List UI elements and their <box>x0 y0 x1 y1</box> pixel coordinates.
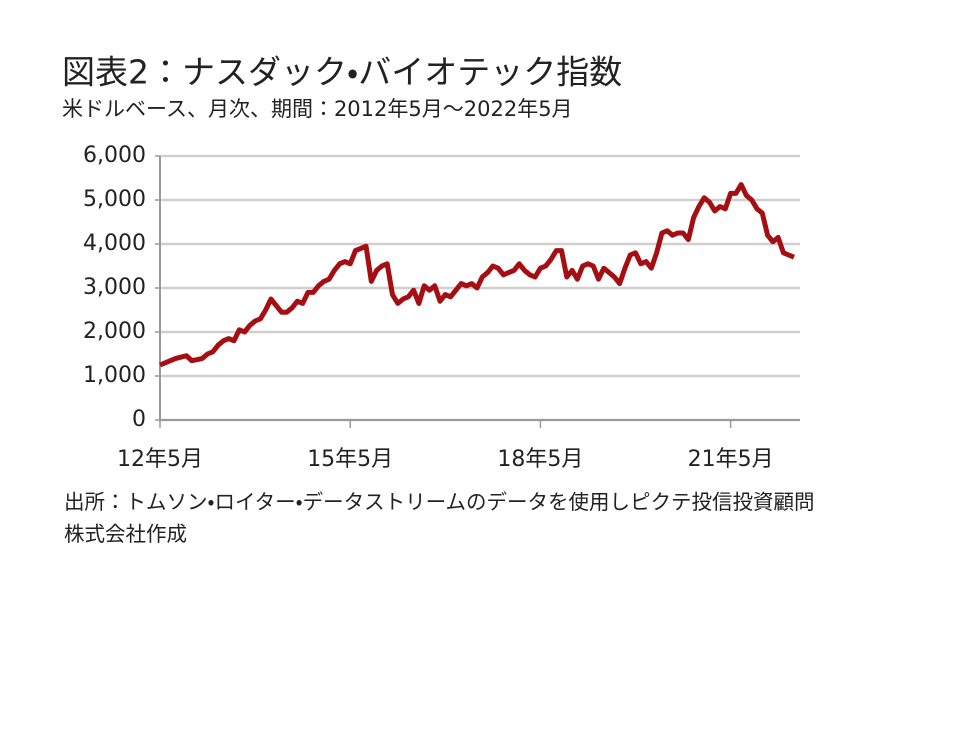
x-tick-label: 18年5月 <box>497 447 583 472</box>
y-tick-label: 3,000 <box>83 275 146 300</box>
x-tick-label: 15年5月 <box>307 447 393 472</box>
y-tick-label: 0 <box>132 407 146 432</box>
x-tick-label: 12年5月 <box>117 447 203 472</box>
y-tick-label: 6,000 <box>83 143 146 168</box>
source-note: 出所：トムソン・ロイター・データストリームのデータを使用しピクテ投信投資顧問株式… <box>64 490 815 546</box>
y-tick-label: 1,000 <box>83 363 146 388</box>
y-tick-label: 2,000 <box>83 319 146 344</box>
y-tick-label: 4,000 <box>83 231 146 256</box>
chart-subtitle: 米ドルベース、月次、期間：2012年5月～2022年5月 <box>62 97 573 121</box>
chart-title: 図表2：ナスダック・バイオテック指数 <box>62 53 622 92</box>
series-line <box>159 182 795 368</box>
y-tick-label: 5,000 <box>83 187 146 212</box>
x-tick-label: 21年5月 <box>688 447 774 472</box>
chart: 図表2：ナスダック・バイオテック指数 米ドルベース、月次、期間：2012年5月～… <box>62 53 800 472</box>
